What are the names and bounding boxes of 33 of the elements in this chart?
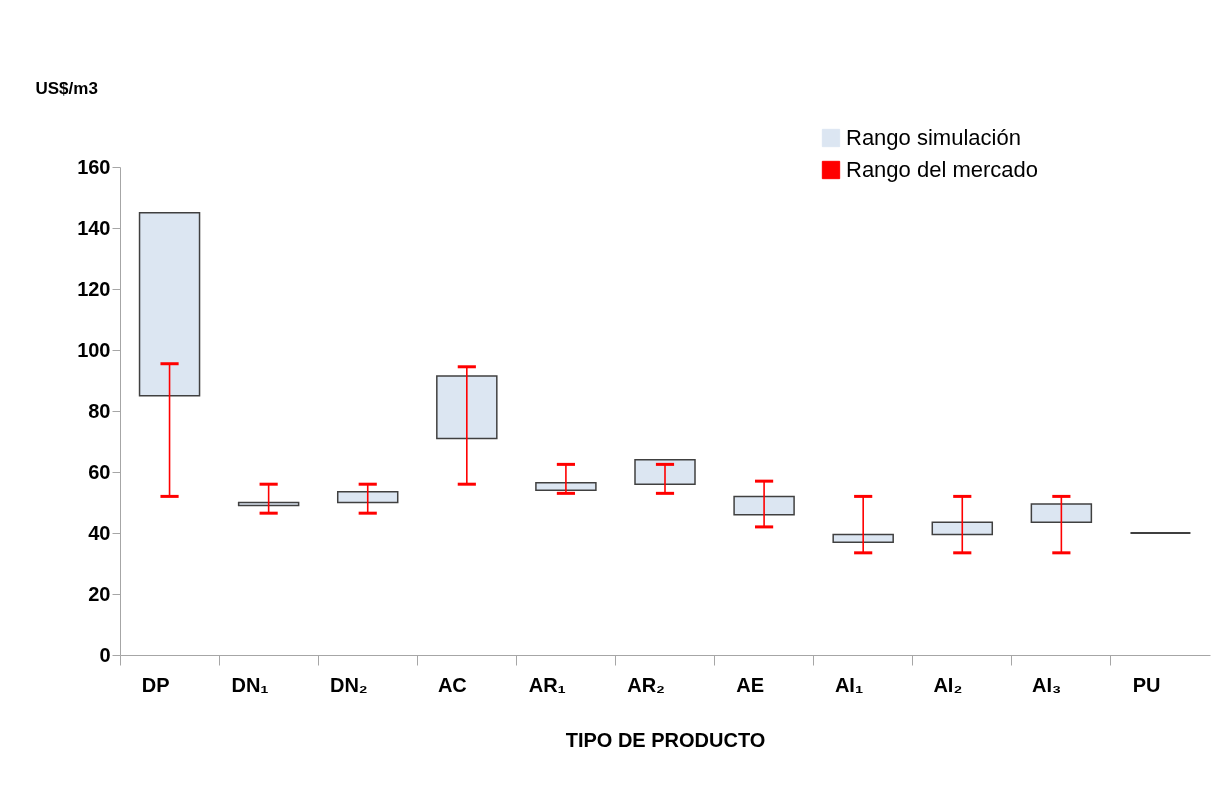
bar	[832, 533, 894, 543]
bar	[138, 212, 201, 397]
x-tick-label: AE	[736, 673, 765, 696]
bar	[535, 481, 597, 492]
x-tick-label: DN₂	[329, 673, 368, 696]
x-tick-label: AI₃	[1032, 673, 1062, 696]
bar	[336, 491, 399, 504]
y-tick-label: 120	[77, 277, 111, 300]
y-tick-label: 140	[77, 216, 111, 239]
y-tick-label: 0	[99, 643, 111, 666]
bar	[733, 495, 795, 516]
y-tick-label: 100	[77, 338, 111, 361]
y-tick-label: 60	[88, 460, 111, 483]
bar	[931, 521, 994, 536]
legend-label: Rango simulación	[846, 125, 1021, 150]
x-axis-title: TIPO DE PRODUCTO	[565, 728, 766, 751]
y-tick-label: 160	[77, 155, 111, 178]
y-tick-label: 40	[88, 521, 111, 544]
bar	[436, 375, 498, 440]
x-tick-label: AC	[437, 673, 467, 696]
y-tick-label: 80	[88, 399, 111, 422]
bar	[634, 459, 696, 485]
y-tick-label: 20	[88, 582, 111, 605]
y-axis-title: US$/m3	[35, 78, 98, 98]
x-tick-label: AR₁	[528, 673, 566, 696]
x-tick-label: DN₁	[231, 673, 269, 696]
x-tick-label: AI₂	[933, 673, 963, 696]
x-tick-label: AI₁	[834, 673, 864, 696]
x-tick-label: DP	[141, 673, 170, 696]
x-tick-label: PU	[1132, 673, 1161, 696]
bar	[1030, 503, 1093, 524]
x-tick-label: AR₂	[627, 673, 665, 696]
legend-label: Rango del mercado	[846, 157, 1039, 182]
